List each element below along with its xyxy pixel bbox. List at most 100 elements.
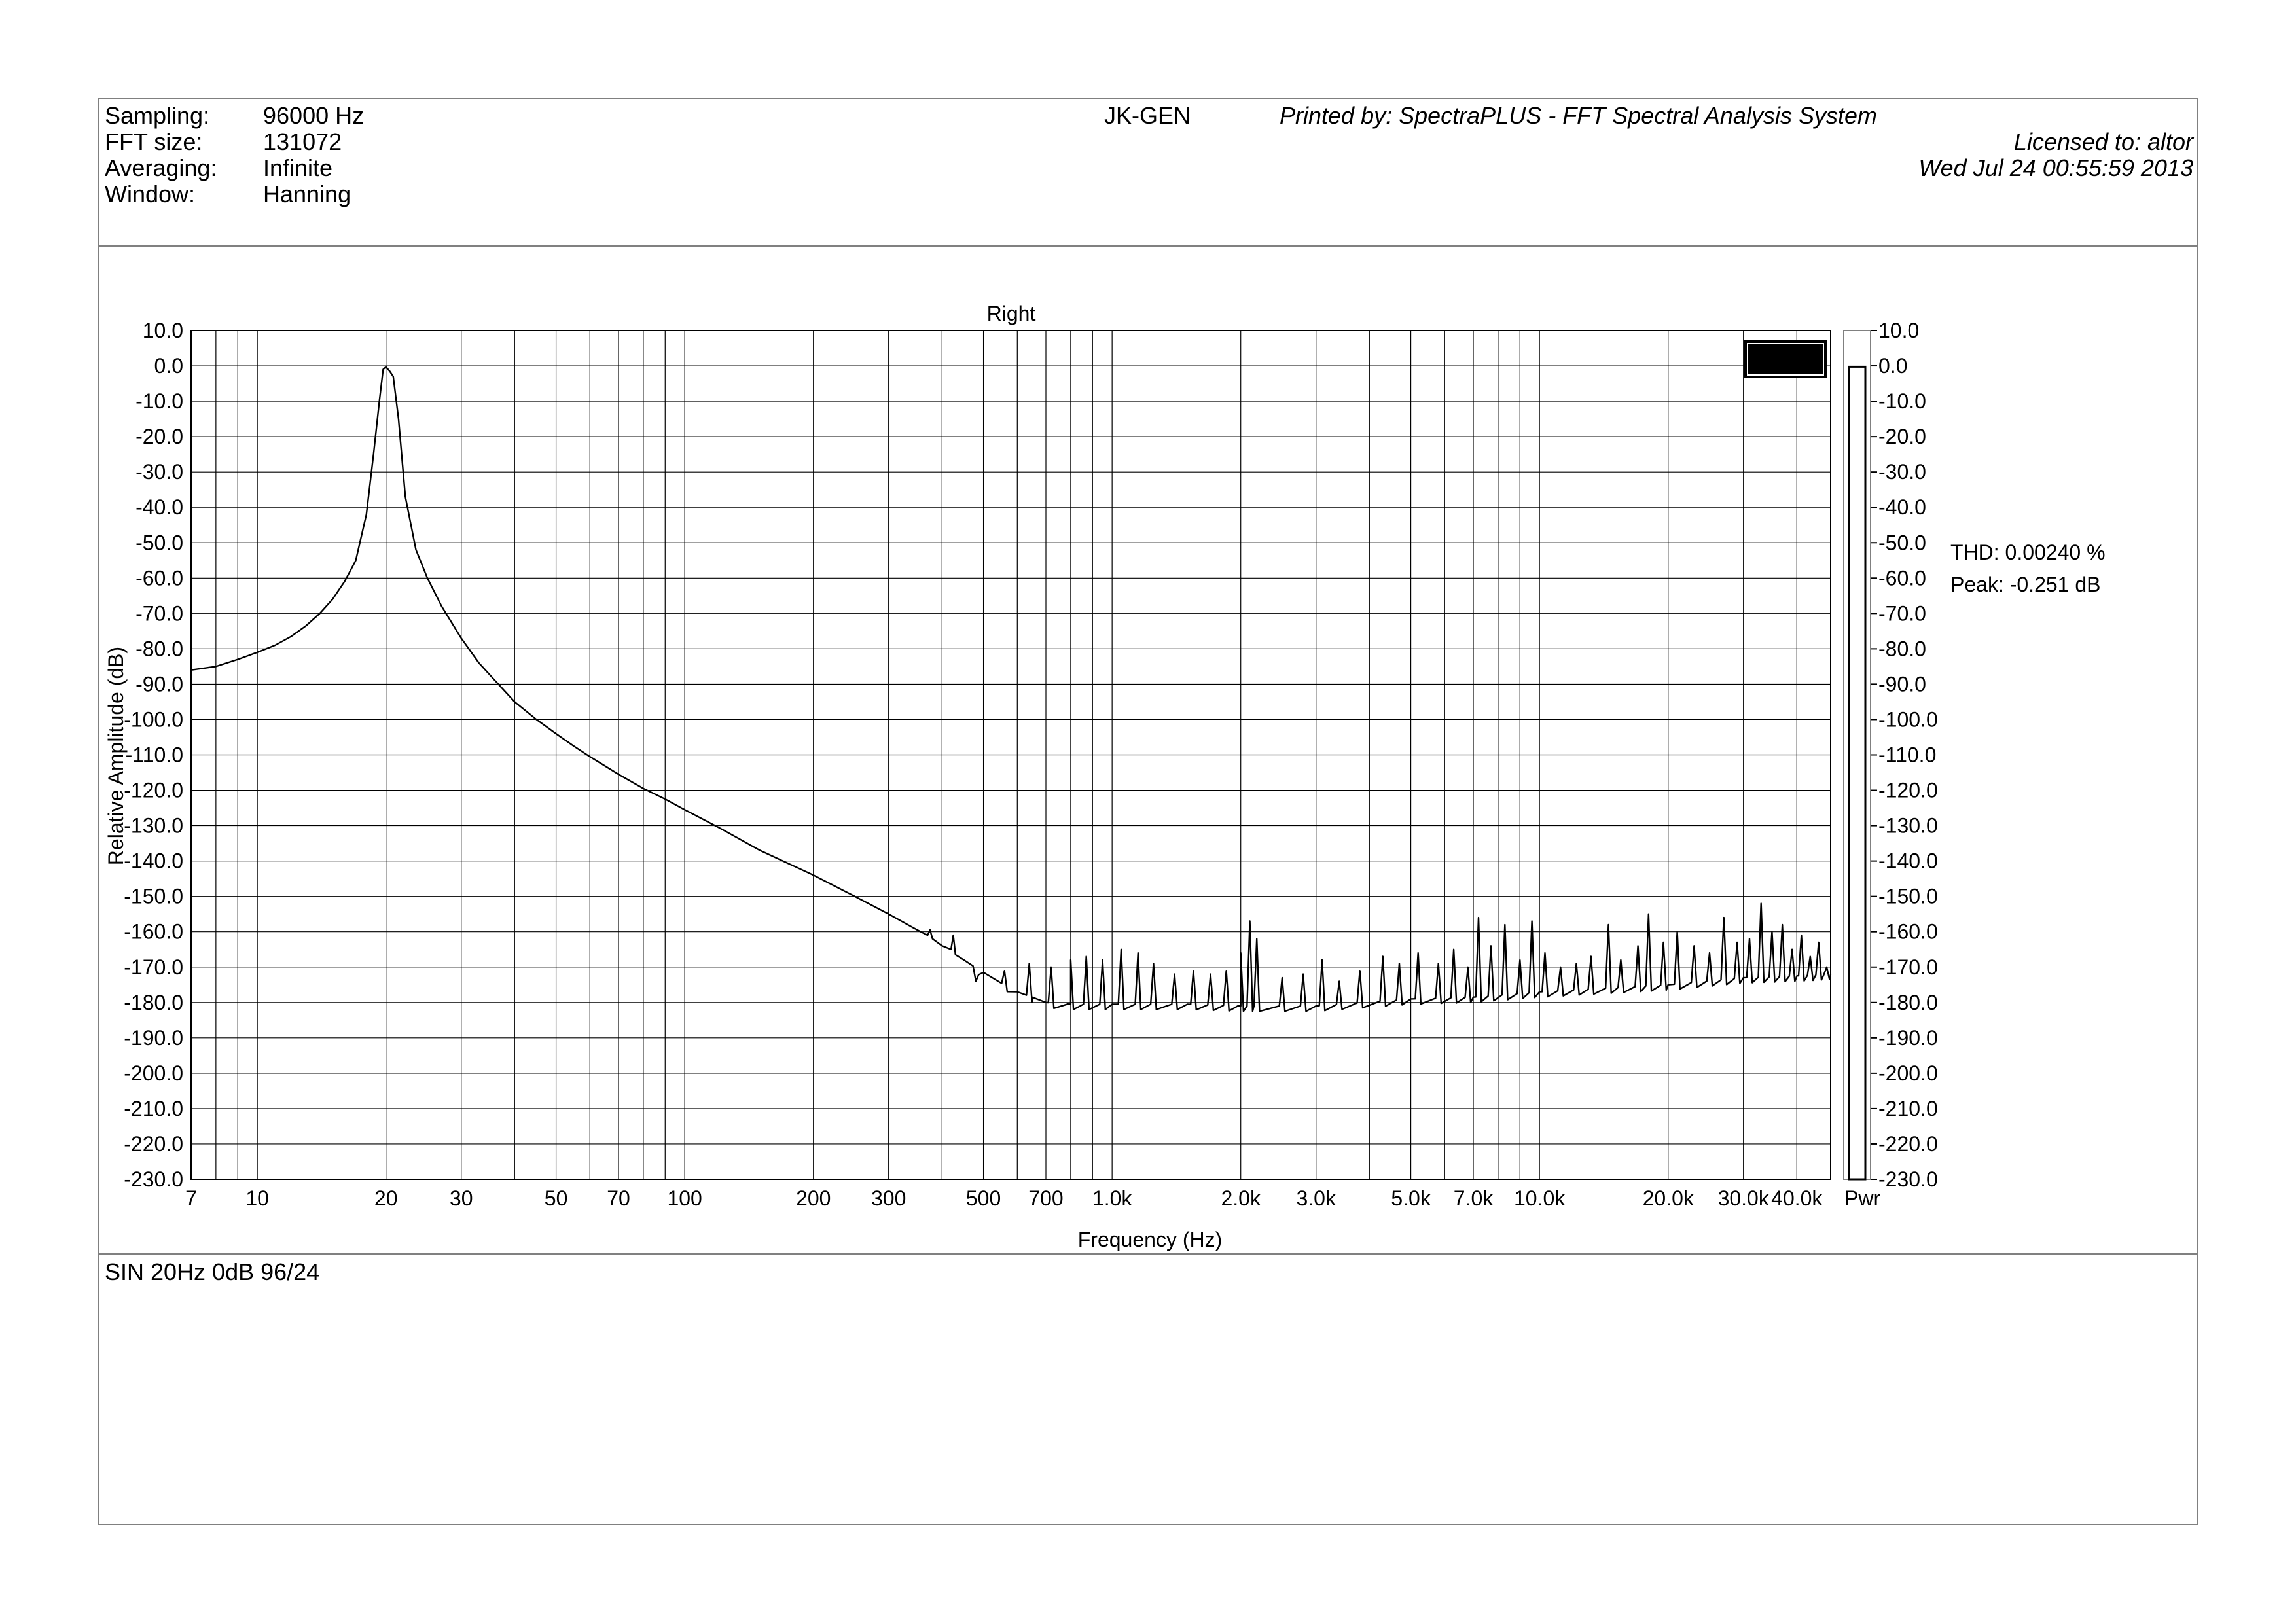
meter-bar [1848, 365, 1867, 1181]
printed-by: Printed by: SpectraPLUS - FFT Spectral A… [1280, 102, 1877, 129]
x-tick-label: 500 [966, 1186, 1001, 1210]
licensed-to: Licensed to: altor [2013, 128, 2193, 155]
x-tick-labels: 7 10 20 30 50 70 100 200 300 500 700 1.0k 2.0k 3.0k 5.… [185, 1186, 1823, 1210]
x-tick-label: 30.0k [1718, 1186, 1770, 1210]
meter-tick-label: -10.0 [1878, 389, 1926, 413]
meter-tick-label: -80.0 [1878, 637, 1926, 660]
y-tick-label: -200.0 [124, 1061, 183, 1085]
setting-value-averaging: Infinite [263, 154, 333, 181]
y-tick-label: -140.0 [124, 849, 183, 873]
meter-tick-label: -60.0 [1878, 566, 1926, 590]
phs-logo: PHS [1744, 340, 1827, 378]
setting-label-sampling: Sampling: [105, 102, 210, 129]
x-tick-label: 7.0k [1454, 1186, 1494, 1210]
y-tick-label: -40.0 [135, 495, 183, 519]
y-tick-label: -70.0 [135, 601, 183, 625]
x-tick-label: 300 [871, 1186, 906, 1210]
thd-readout: THD: 0.00240 % [1950, 541, 2106, 564]
x-tick-label: 10.0k [1514, 1186, 1566, 1210]
x-tick-label: 1.0k [1092, 1186, 1132, 1210]
footer-note: SIN 20Hz 0dB 96/24 [105, 1258, 320, 1285]
x-tick-label: 3.0k [1296, 1186, 1336, 1210]
y-tick-label: -220.0 [124, 1132, 183, 1156]
meter-tick-label: -30.0 [1878, 460, 1926, 484]
y-tick-label: -120.0 [124, 779, 183, 802]
y-tick-label: -100.0 [124, 707, 183, 731]
meter-tick-label: 0.0 [1878, 354, 1907, 378]
print-datetime: Wed Jul 24 00:55:59 2013 [1918, 154, 2193, 181]
x-tick-label: 200 [796, 1186, 831, 1210]
y-tick-label: -160.0 [124, 920, 183, 944]
x-tick-label: 30 [450, 1186, 473, 1210]
meter-tick-label: -210.0 [1878, 1097, 1938, 1120]
setting-value-fft-size: 131072 [263, 128, 342, 155]
y-axis-label: Relative Amplitude (dB) [104, 647, 128, 865]
setting-label-averaging: Averaging: [105, 154, 217, 181]
footer-divider [99, 1253, 2197, 1255]
y-tick-label: -130.0 [124, 814, 183, 838]
y-tick-label: -210.0 [124, 1097, 183, 1120]
power-meter: 10.0 0.0 -10.0 -20.0 -30.0 -40.0 -50.0 -60.0 -70… [1843, 319, 1938, 1191]
x-tick-label: 2.0k [1221, 1186, 1261, 1210]
chart-title: Right [987, 302, 1036, 325]
meter-tick-label: -40.0 [1878, 495, 1926, 519]
meter-tick-label: -140.0 [1878, 849, 1938, 873]
meter-tick-label: -190.0 [1878, 1026, 1938, 1050]
x-tick-label: 700 [1028, 1186, 1063, 1210]
y-tick-label: -10.0 [135, 389, 183, 413]
x-tick-label: 10 [245, 1186, 269, 1210]
y-tick-label: -190.0 [124, 1026, 183, 1050]
setting-value-window: Hanning [263, 181, 351, 207]
y-tick-label: -20.0 [135, 425, 183, 448]
peak-readout: Peak: -0.251 dB [1950, 573, 2100, 596]
x-tick-label: 70 [607, 1186, 630, 1210]
y-tick-label: -170.0 [124, 955, 183, 979]
meter-tick-label: -90.0 [1878, 672, 1926, 696]
meter-tick-label: -150.0 [1878, 885, 1938, 908]
trace-layer [190, 366, 1832, 1012]
y-tick-label: -110.0 [126, 743, 183, 767]
y-tick-label: 0.0 [154, 354, 183, 378]
meter-tick-label: -220.0 [1878, 1132, 1938, 1156]
report-sheet [98, 98, 2198, 1525]
setting-value-sampling: 96000 Hz [263, 102, 365, 129]
meter-tick-label: 10.0 [1878, 319, 1919, 342]
y-tick-label: -230.0 [124, 1168, 183, 1191]
x-tick-label: 40.0k [1771, 1186, 1823, 1210]
spectrum-trace [190, 366, 1832, 1012]
x-tick-label: 20 [374, 1186, 398, 1210]
y-tick-label: -50.0 [135, 531, 183, 554]
meter-tick-label: -50.0 [1878, 531, 1926, 554]
y-tick-label: -150.0 [124, 885, 183, 908]
x-tick-label: 100 [667, 1186, 702, 1210]
meter-tick-label: -180.0 [1878, 991, 1938, 1014]
x-tick-label: 7 [185, 1186, 197, 1210]
power-meter-label: Pwr [1844, 1186, 1880, 1210]
x-tick-label: 50 [545, 1186, 568, 1210]
setting-label-window: Window: [105, 181, 196, 207]
y-tick-label: -60.0 [135, 566, 183, 590]
grid-lines [190, 330, 1831, 1180]
setting-label-fft-size: FFT size: [105, 128, 203, 155]
meter-tick-label: -20.0 [1878, 425, 1926, 448]
meter-tick-label: -200.0 [1878, 1061, 1938, 1085]
meter-tick-label: -120.0 [1878, 779, 1938, 802]
y-tick-label: -180.0 [124, 991, 183, 1014]
y-tick-label: -80.0 [135, 637, 183, 660]
meter-tick-label: -100.0 [1878, 707, 1938, 731]
meter-tick-label: -110.0 [1878, 743, 1936, 767]
x-axis-label: Frequency (Hz) [1078, 1228, 1223, 1251]
x-tick-label: 20.0k [1643, 1186, 1695, 1210]
meter-tick-label: -230.0 [1878, 1168, 1938, 1191]
meter-tick-label: -130.0 [1878, 814, 1938, 838]
header-divider [99, 245, 2197, 247]
y-tick-label: -30.0 [135, 460, 183, 484]
meter-tick-label: -170.0 [1878, 955, 1938, 979]
generator-name: JK-GEN [1104, 102, 1191, 129]
logo-text: PHS [1764, 348, 1807, 372]
x-tick-label: 5.0k [1391, 1186, 1431, 1210]
y-tick-label: -90.0 [135, 672, 183, 696]
y-tick-labels: 10.0 0.0 -10.0 -20.0 -30.0 -40.0 -50.0 -60.0 -70… [124, 319, 183, 1191]
meter-tick-label: -160.0 [1878, 920, 1938, 944]
